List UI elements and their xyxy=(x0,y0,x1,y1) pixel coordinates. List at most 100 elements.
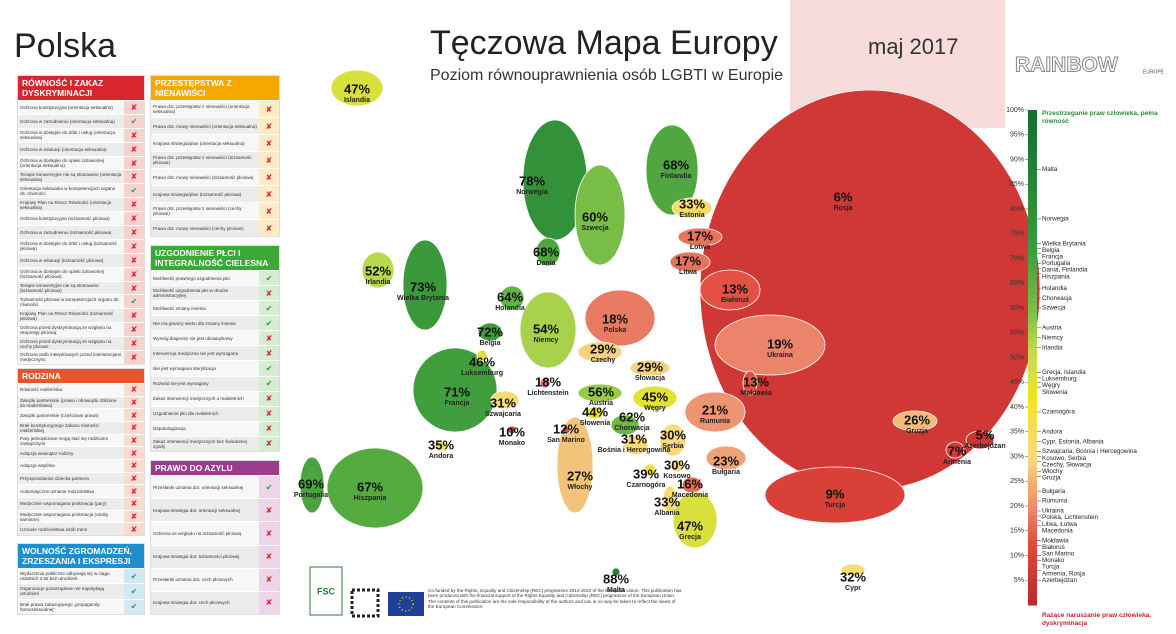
scale-segment xyxy=(1028,491,1037,497)
country-value: 35% xyxy=(428,437,454,452)
country-value: 16% xyxy=(677,476,703,491)
criterion-text: Związki partnerskie (prawa i obowiązki z… xyxy=(20,397,117,408)
criterion-row: Wydarzenia publiczne odbywają się w ciąg… xyxy=(18,568,144,584)
country-value: 6% xyxy=(834,189,853,204)
scale-entry-label: Polska, Lichtenstein xyxy=(1042,514,1099,521)
country-value: 29% xyxy=(637,359,663,374)
scale-entry-label: Luksemburg xyxy=(1042,376,1077,383)
criterion-text: Ochrona przed dyskryminacją ze względu n… xyxy=(20,338,112,349)
scale-segment xyxy=(1028,317,1037,324)
panel-rows: Prawo dot. przestępstw z nienawiści (ori… xyxy=(151,100,279,236)
criterion-row: Możliwość zmiany imienia ✔ xyxy=(151,300,279,316)
country-value: 73% xyxy=(410,279,436,294)
criterion-status: ✘ xyxy=(259,331,279,346)
scale-segment xyxy=(1028,426,1037,433)
scale-entry-label: Monako xyxy=(1042,557,1065,564)
country-area xyxy=(629,359,671,377)
criterion-row: Adopcja wewnątrz rodziny ✘ xyxy=(18,446,144,460)
scale: 100% 95% 90% 85% 80% 75% 70% 65% 60% 55% 50% 45% 40%… xyxy=(1006,107,1137,606)
criterion-status: ✘ xyxy=(124,460,144,472)
country-area xyxy=(892,410,938,432)
scale-segment xyxy=(1028,278,1037,284)
country-area xyxy=(671,197,713,219)
country-value: 52% xyxy=(365,263,391,278)
criterion-text: Pary jednopłciowe mogą stać się rodzicam… xyxy=(20,435,108,446)
scale-segment xyxy=(1028,357,1037,363)
criterion-status: ✔ xyxy=(124,584,144,599)
criterion-text: Brak prawa zakazującego „propagandy homo… xyxy=(20,601,100,612)
scale-tick-label: 100% xyxy=(1006,107,1024,114)
country-area xyxy=(705,445,747,471)
scale-tick-label: 15% xyxy=(1010,528,1024,535)
scale-segment xyxy=(1028,258,1037,264)
country-area xyxy=(645,124,699,216)
scale-entry-label: Cypr, Estonia, Albania xyxy=(1042,438,1104,445)
criterion-text: Przesłanki uznania dot. cech płciowych xyxy=(153,577,233,583)
criterion-status: ✘ xyxy=(124,198,144,212)
country-name: Czechy xyxy=(591,357,616,364)
scale-entry-label: Hiszpania xyxy=(1042,273,1070,280)
panel-rows: Możliwość prawnego uzgodnienia płci ✔ Możl… xyxy=(151,270,279,451)
criterion-status: ✘ xyxy=(259,436,279,451)
country-area xyxy=(561,425,571,435)
scale-segment xyxy=(1028,273,1037,279)
scale-segment xyxy=(1028,332,1037,339)
scale-entry-label: Węgry xyxy=(1042,382,1061,389)
country-value: 23% xyxy=(713,453,739,468)
country-value: 68% xyxy=(663,157,689,172)
scale-segment xyxy=(1028,253,1037,259)
eu-stars xyxy=(398,596,414,612)
scale-segment xyxy=(1028,124,1037,131)
country-value: 9% xyxy=(826,486,845,501)
criterion-text: Ochrona w zatrudnieniu (tożsamość płciow… xyxy=(20,229,112,235)
country-area xyxy=(945,441,965,459)
criterion-text: Nie ma granicy wieku dla zmiany imienia xyxy=(153,320,236,326)
country-name: Ukraina xyxy=(767,352,793,359)
country-value: 31% xyxy=(621,431,647,446)
criterion-row: Prawo dot. mowy nienawiści (tożsamość pł… xyxy=(151,168,279,185)
country-area xyxy=(476,349,488,363)
country-name: Czarnogóra xyxy=(627,482,666,489)
criterion-row: Krajowy Plan na Rzecz Równości (orientac… xyxy=(18,197,144,212)
criterion-row: Ochrona konstytucyjna (orientacja seksua… xyxy=(18,100,144,114)
country-name: Polska xyxy=(604,327,627,334)
country-name: Malta xyxy=(607,587,625,594)
country-name: Dania xyxy=(536,260,555,267)
country-area xyxy=(574,164,626,266)
criterion-status: ✘ xyxy=(124,523,144,535)
criterion-status: ✔ xyxy=(124,114,144,128)
country-value: 71% xyxy=(444,384,470,399)
scale-entry-label: Malta xyxy=(1042,166,1058,173)
country-area xyxy=(699,269,761,311)
criterion-status: ✘ xyxy=(259,421,279,436)
criterion-status: ✘ xyxy=(259,152,279,168)
scale-tick-label: 95% xyxy=(1010,132,1024,139)
scale-segment xyxy=(1028,441,1037,448)
scale-segment xyxy=(1028,550,1037,556)
scale-entry-label: Azerbejdżan xyxy=(1042,577,1078,584)
country-name: Węgry xyxy=(644,405,666,412)
scale-segment xyxy=(1028,387,1037,393)
criterion-row: Prawo dot. przestępstw z nienawiści (toż… xyxy=(151,151,279,168)
country-name: Rosja xyxy=(833,205,852,212)
country-value: 62% xyxy=(619,409,645,424)
scale-entry-label: Grecja, Islandia xyxy=(1042,369,1086,376)
criterion-text: Medycznie wspomagana prokreacja (pary) xyxy=(20,501,107,507)
criterion-text: Prawo dot. mowy nienawiści (tożsamość pł… xyxy=(153,174,254,180)
scale-segment xyxy=(1028,159,1037,165)
scale-segment xyxy=(1028,595,1037,601)
scale-segment xyxy=(1028,243,1037,250)
criterion-text: Krajowa strategia/plan (tożsamość płciow… xyxy=(153,191,242,197)
scale-entry-label: Niemcy xyxy=(1042,334,1064,341)
scale-entry-label: Szwecja xyxy=(1042,305,1066,312)
scale-segment xyxy=(1028,397,1037,403)
criterion-row: Związki partnerskie (częściowe prawa) ✘ xyxy=(18,408,144,422)
criterion-status: ✘ xyxy=(259,568,279,591)
criterion-status: ✘ xyxy=(259,135,279,151)
country-name: Finlandia xyxy=(661,173,692,180)
fsc-logo xyxy=(309,566,343,616)
criterion-status: ✔ xyxy=(259,301,279,316)
scale-tick-label: 50% xyxy=(1010,354,1024,361)
criterion-status: ✘ xyxy=(124,510,144,523)
